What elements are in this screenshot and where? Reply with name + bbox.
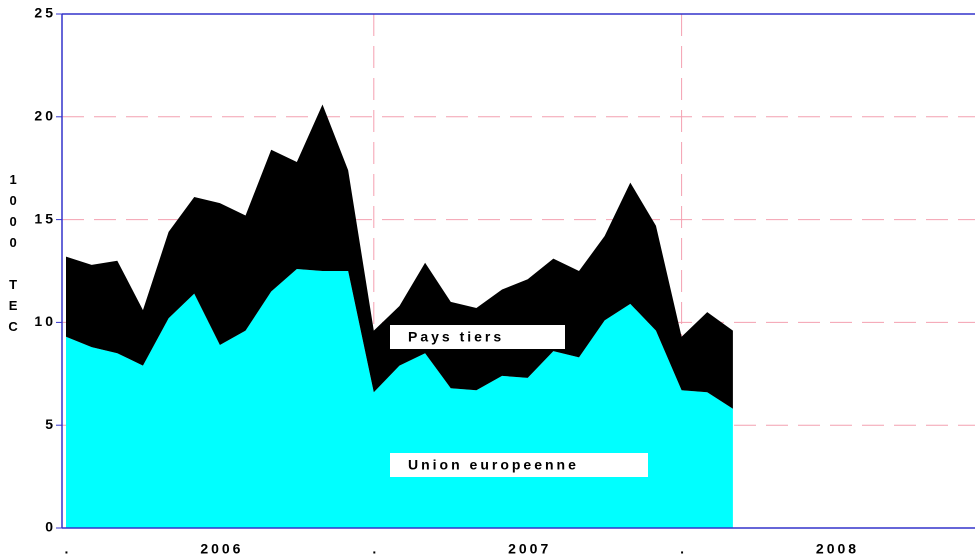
y-tick-label: 0 bbox=[45, 519, 56, 535]
legend-box bbox=[390, 325, 565, 349]
x-tick-label: . bbox=[680, 541, 687, 557]
y-tick-label: 20 bbox=[34, 108, 56, 124]
x-tick-label: 2007 bbox=[508, 541, 551, 557]
x-tick-label: . bbox=[372, 541, 379, 557]
y-tick-label: 5 bbox=[45, 416, 56, 432]
legend-label: Pays tiers bbox=[408, 329, 504, 345]
x-tick-label: . bbox=[65, 541, 72, 557]
legend-label: Union europeenne bbox=[408, 457, 579, 473]
y-tick-label: 25 bbox=[34, 5, 56, 21]
area bbox=[66, 104, 733, 409]
y-tick-label: 10 bbox=[34, 313, 56, 329]
y-axis-label: 1000 TEC bbox=[6, 172, 21, 340]
x-tick-label: 2006 bbox=[200, 541, 243, 557]
legend-box bbox=[390, 453, 648, 477]
x-tick-label: 2008 bbox=[816, 541, 859, 557]
y-tick-label: 15 bbox=[34, 210, 56, 226]
